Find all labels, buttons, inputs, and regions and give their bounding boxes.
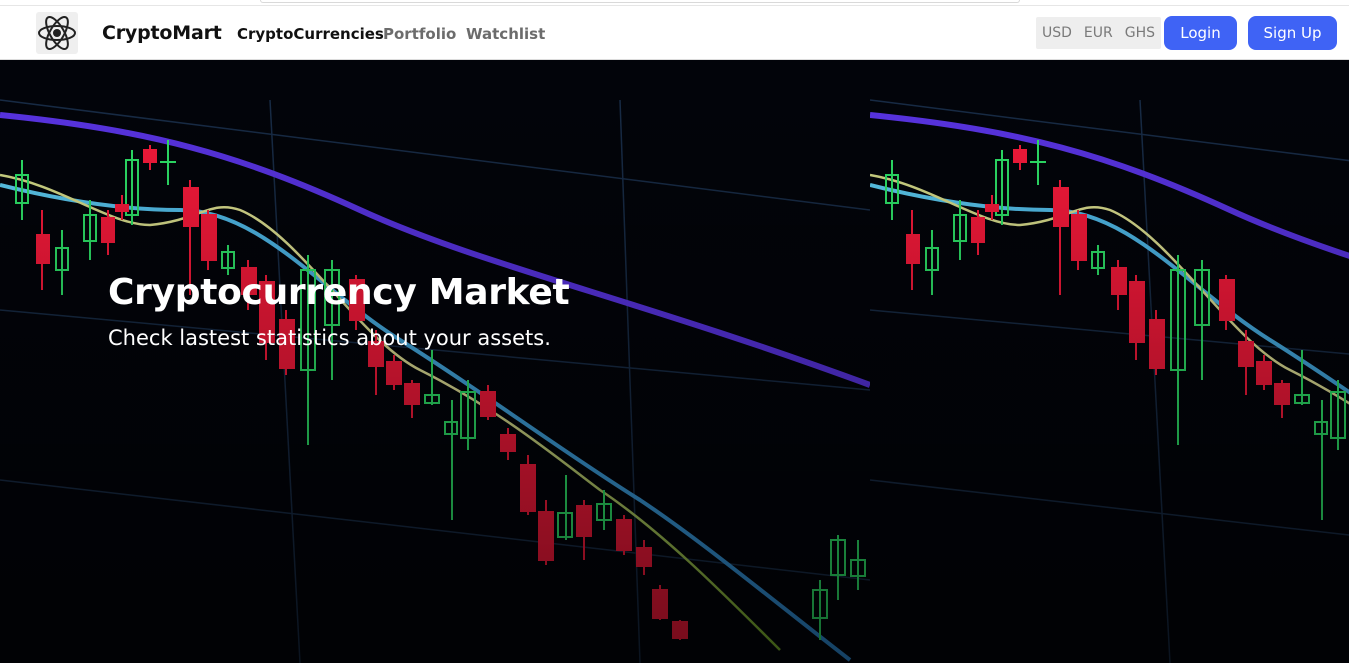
nav-link-portfolio[interactable]: Portfolio [383, 25, 457, 43]
candlestick-chart-image [0, 60, 1349, 663]
hero-title: Cryptocurrency Market [108, 272, 570, 313]
currency-usd[interactable]: USD [1042, 25, 1072, 41]
browser-top-edge [0, 0, 1349, 6]
top-notch [260, 0, 1020, 3]
nav-link-cryptocurrencies[interactable]: CryptoCurrencies [237, 25, 384, 43]
brand-logo[interactable] [36, 12, 78, 54]
login-button[interactable]: Login [1164, 16, 1237, 50]
navbar: CryptoMart CryptoCurrencies Portfolio Wa… [0, 7, 1349, 60]
hero-banner: Cryptocurrency Market Check lastest stat… [0, 60, 1349, 663]
currency-eur[interactable]: EUR [1083, 25, 1113, 41]
nav-link-watchlist[interactable]: Watchlist [466, 25, 546, 43]
hero-subtitle: Check lastest statistics about your asse… [108, 326, 551, 350]
currency-selector: USD EUR GHS [1036, 17, 1162, 49]
signup-button[interactable]: Sign Up [1248, 16, 1337, 50]
brand-name[interactable]: CryptoMart [102, 22, 222, 44]
atom-icon [38, 16, 76, 50]
currency-ghs[interactable]: GHS [1124, 25, 1156, 41]
